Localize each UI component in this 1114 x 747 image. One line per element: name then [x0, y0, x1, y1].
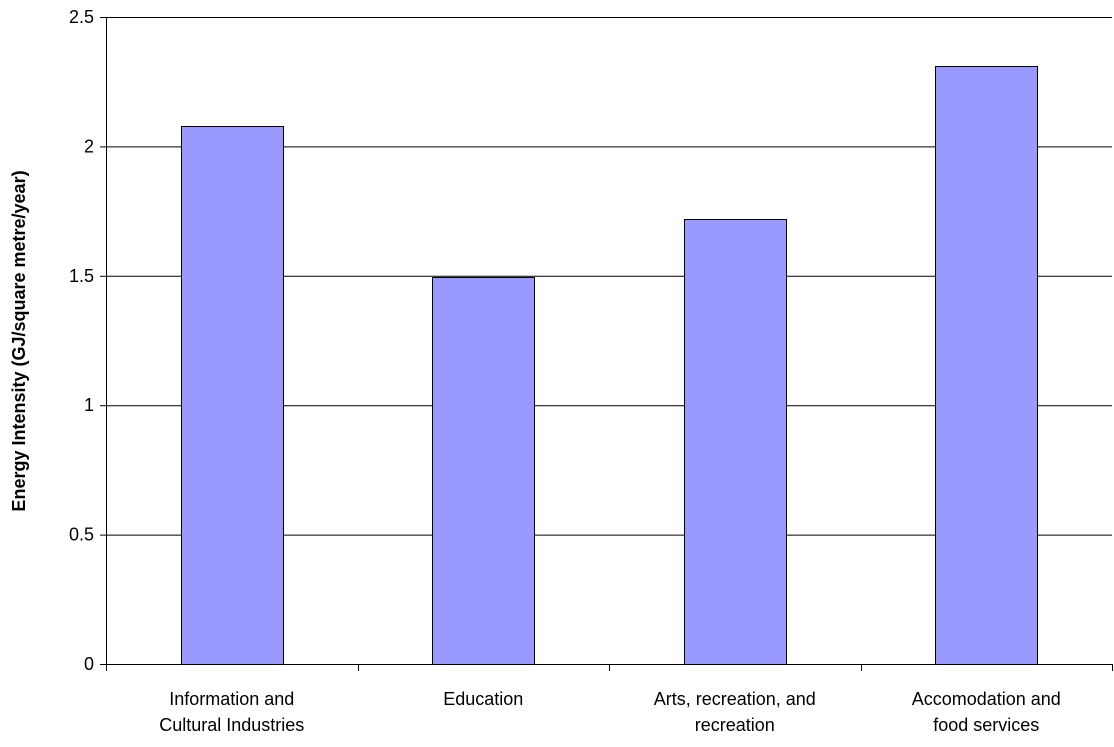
x-category-label: Accomodation and	[912, 689, 1061, 709]
y-tick-label: 2.5	[69, 7, 94, 27]
x-category-label: food services	[933, 715, 1039, 735]
y-tick-label: 0.5	[69, 525, 94, 545]
bar	[181, 126, 284, 665]
bar	[935, 66, 1038, 665]
bar	[684, 219, 787, 665]
y-tick-label: 1.5	[69, 266, 94, 286]
x-category-label: Arts, recreation, and	[654, 689, 816, 709]
x-category-label: Cultural Industries	[159, 715, 304, 735]
x-category-label: Education	[443, 689, 523, 709]
y-axis-title: Energy Intensity (GJ/square metre/year)	[9, 170, 29, 511]
y-tick-label: 2	[84, 136, 94, 156]
y-tick-labels: 0 0.5 1 1.5 2 2.5	[69, 7, 94, 674]
y-tick-label: 1	[84, 395, 94, 415]
y-tick-label: 0	[84, 654, 94, 674]
bars	[181, 66, 1038, 665]
axes	[100, 17, 1113, 671]
x-category-label: recreation	[695, 715, 775, 735]
bar	[432, 277, 535, 665]
x-category-label: Information and	[169, 689, 294, 709]
x-category-labels: Information and Cultural Industries Educat…	[159, 689, 1061, 735]
